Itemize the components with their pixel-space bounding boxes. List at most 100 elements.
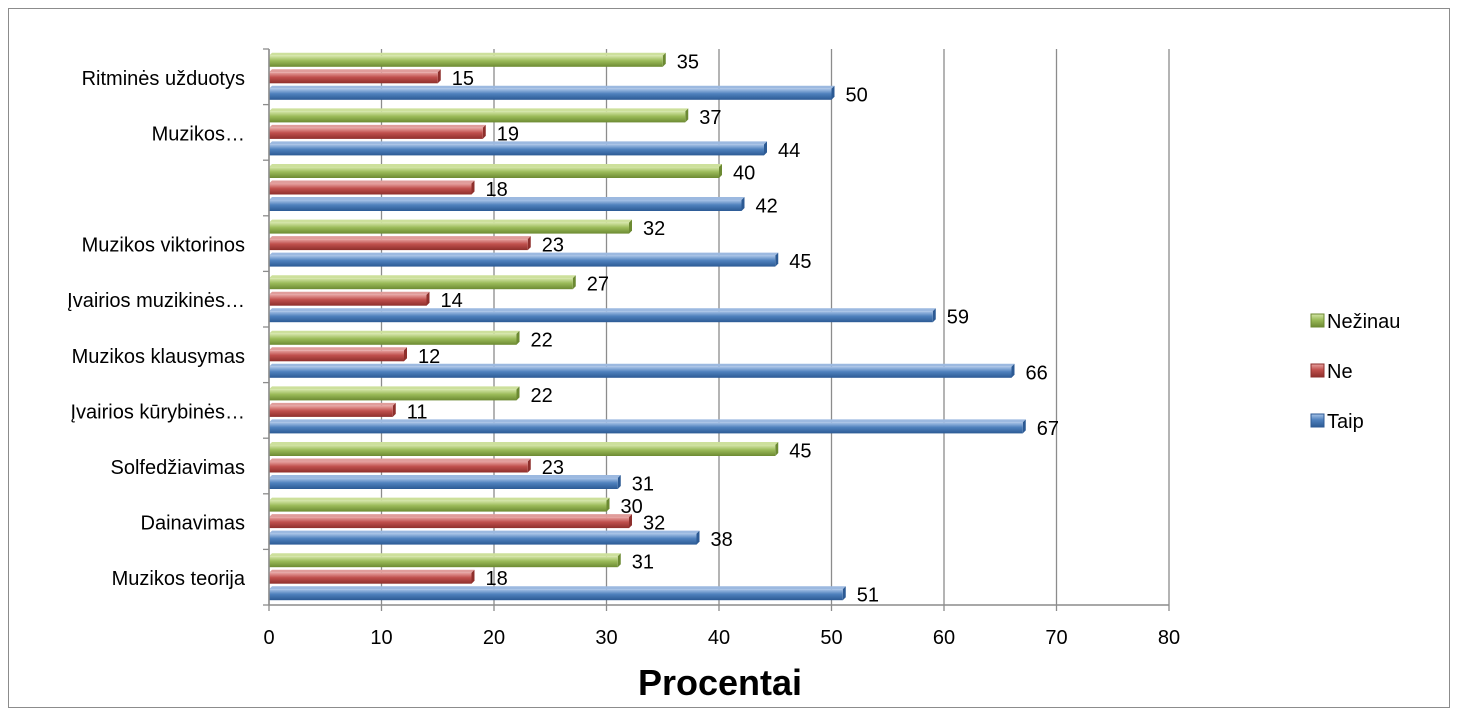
bar-top-Nežinau-6	[269, 219, 632, 223]
bar-Ne-3	[269, 405, 393, 417]
bar-top-Taip-5	[269, 308, 936, 312]
data-label-Taip-8: 44	[778, 140, 800, 162]
bar-top-Taip-9	[269, 85, 835, 89]
bar-top-Nežinau-5	[269, 275, 576, 279]
data-label-Taip-2: 31	[632, 474, 654, 496]
bar-Taip-8	[269, 144, 764, 156]
category-label-2: Solfedžiavimas	[110, 457, 245, 479]
legend-swatch-Ne	[1310, 363, 1325, 378]
bar-Nežinau-6	[269, 222, 629, 234]
data-label-Ne-8: 19	[497, 123, 519, 145]
bar-Nežinau-7	[269, 167, 719, 178]
tick-labels: 0 10 20 30 40 50 60 70 80	[263, 627, 1180, 649]
legend-swatch-Taip	[1310, 413, 1325, 428]
data-label-Ne-0: 18	[486, 568, 508, 590]
data-label-Ne-7: 18	[486, 179, 508, 201]
bar-Ne-5	[269, 294, 427, 306]
data-label-Ne-9: 15	[452, 68, 474, 90]
category-label-5: Įvairios muzikinės…	[67, 290, 245, 312]
data-label-Taip-1: 38	[711, 529, 733, 551]
bar-side-Nežinau-8	[685, 108, 689, 123]
data-label-Ne-1: 32	[643, 513, 665, 535]
bar-top-Nežinau-3	[269, 386, 520, 390]
bar-side-Taip-2	[617, 475, 621, 489]
bar-top-Nežinau-9	[269, 52, 666, 56]
bar-top-Ne-3	[269, 402, 396, 406]
data-label-Nežinau-6: 32	[643, 218, 665, 240]
bar-side-Ne-2	[527, 458, 531, 473]
bar-side-Taip-7	[741, 197, 745, 211]
data-label-Ne-2: 23	[542, 457, 564, 479]
data-label-Taip-4: 66	[1026, 362, 1048, 384]
legend-label-Ne: Ne	[1327, 361, 1353, 383]
bar-Nežinau-8	[269, 111, 686, 123]
bar-side-Nežinau-7	[719, 164, 722, 178]
bar-Nežinau-3	[269, 389, 517, 401]
bar-Nežinau-4	[269, 333, 517, 345]
legend-label-Taip: Taip	[1327, 411, 1364, 433]
legend-swatch-Nežinau	[1310, 313, 1325, 328]
data-label-Nežinau-9: 35	[677, 51, 699, 73]
legend-label-Nežinau: Nežinau	[1327, 311, 1400, 333]
x-tick-label-50: 50	[820, 627, 842, 649]
category-label-9: Ritminės užduotys	[82, 68, 245, 90]
x-tick-label-0: 0	[263, 627, 274, 649]
bar-side-Taip-5	[932, 308, 936, 323]
data-labels: 5118313832303123456711226612225914274523…	[407, 51, 1059, 606]
bar-top-Nežinau-2	[269, 442, 779, 445]
bar-top-Nežinau-8	[269, 108, 689, 112]
bar-top-Nežinau-4	[269, 330, 520, 334]
data-label-Ne-3: 11	[407, 401, 428, 423]
data-label-Taip-6: 45	[789, 251, 811, 273]
bar-side-Taip-9	[831, 85, 835, 100]
bar-top-Ne-2	[269, 458, 531, 462]
category-label-0: Muzikos teorija	[112, 568, 246, 590]
bar-top-Ne-9	[269, 69, 441, 73]
data-label-Nežinau-7: 40	[733, 163, 755, 185]
bar-Taip-3	[269, 422, 1023, 434]
bar-side-Nežinau-6	[629, 219, 632, 234]
data-label-Ne-5: 14	[441, 290, 463, 312]
data-label-Nežinau-8: 37	[699, 107, 721, 129]
bar-top-Taip-8	[269, 141, 767, 145]
bar-Taip-0	[269, 589, 843, 601]
data-label-Taip-0: 51	[857, 585, 879, 607]
x-tick-label-10: 10	[370, 627, 392, 649]
bar-top-Ne-6	[269, 236, 531, 240]
bar-side-Ne-1	[629, 514, 632, 529]
x-axis-title: Procentai	[638, 662, 802, 703]
bar-Taip-4	[269, 366, 1012, 378]
bar-side-Taip-0	[842, 586, 846, 601]
bar-Nežinau-2	[269, 445, 776, 456]
bar-side-Nežinau-4	[516, 330, 520, 345]
bar-side-Ne-5	[426, 291, 430, 306]
data-label-Taip-3: 67	[1037, 418, 1059, 440]
bar-Taip-2	[269, 478, 618, 489]
bar-Nežinau-9	[269, 55, 663, 67]
bar-Taip-7	[269, 200, 742, 211]
category-label-6: Muzikos viktorinos	[82, 235, 245, 257]
category-label-4: Muzikos klausymas	[72, 346, 245, 368]
category-label-1: Dainavimas	[141, 513, 245, 535]
bar-side-Taip-6	[775, 252, 779, 267]
bar-Ne-1	[269, 517, 629, 529]
bar-side-Taip-4	[1011, 363, 1015, 378]
bar-Ne-2	[269, 461, 528, 473]
bar-top-Taip-2	[269, 475, 621, 478]
bar-Taip-6	[269, 255, 776, 267]
bar-side-Ne-7	[471, 180, 475, 195]
category-labels: Muzikos teorija Dainavimas Solfedžiavimas Į…	[67, 68, 246, 590]
bar-side-Nežinau-0	[617, 553, 621, 568]
bar-top-Ne-8	[269, 124, 486, 128]
bar-top-Ne-5	[269, 291, 430, 295]
bar-Ne-6	[269, 239, 528, 251]
bar-top-Nežinau-1	[269, 497, 610, 501]
bar-Ne-7	[269, 183, 472, 195]
bar-top-Ne-7	[269, 180, 475, 184]
x-tick-label-80: 80	[1158, 627, 1180, 649]
data-label-Taip-5: 59	[947, 307, 969, 329]
category-label-3: Įvairios kūrybinės…	[70, 401, 245, 423]
bar-side-Ne-9	[437, 69, 441, 84]
data-label-Nežinau-4: 22	[531, 329, 553, 351]
